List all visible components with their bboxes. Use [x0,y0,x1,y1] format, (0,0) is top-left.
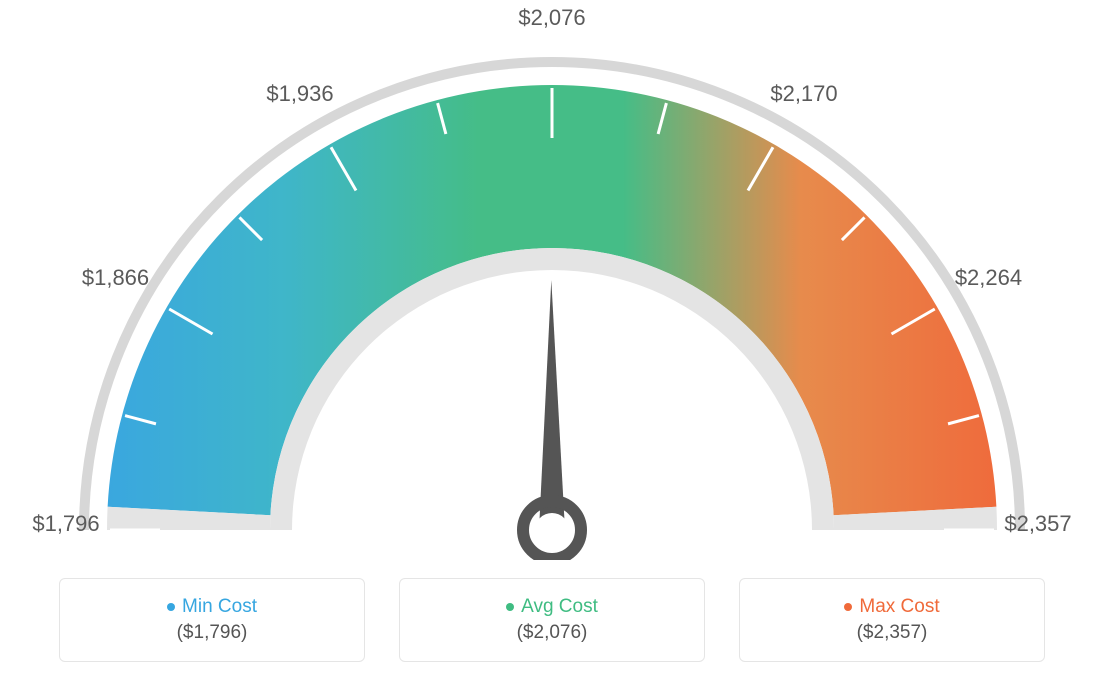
legend-title-avg-text: Avg Cost [521,596,598,618]
legend-title-min: Min Cost [167,596,257,618]
gauge-tick-label: $2,357 [1004,511,1071,537]
gauge-tick-label: $1,796 [32,511,99,537]
gauge-tick-label: $1,866 [82,265,149,291]
avg-dot-icon [506,603,514,611]
gauge-tick-label: $2,076 [518,5,585,31]
cost-gauge-chart: $1,796 $1,866 $1,936 $2,076 $2,170 $2,264 $2,3… [0,0,1104,560]
legend-row: Min Cost ($1,796) Avg Cost ($2,076) Max … [0,578,1104,662]
legend-value-max: ($2,357) [857,622,928,644]
gauge-svg [0,0,1104,560]
gauge-tick-label: $1,936 [266,81,333,107]
legend-title-min-text: Min Cost [182,596,257,618]
min-dot-icon [167,603,175,611]
max-dot-icon [844,603,852,611]
legend-title-max-text: Max Cost [859,596,939,618]
legend-title-avg: Avg Cost [506,596,598,618]
legend-card-avg: Avg Cost ($2,076) [399,578,705,662]
legend-card-max: Max Cost ($2,357) [739,578,1045,662]
gauge-tick-label: $2,170 [770,81,837,107]
legend-value-avg: ($2,076) [517,622,588,644]
legend-title-max: Max Cost [844,596,939,618]
legend-card-min: Min Cost ($1,796) [59,578,365,662]
gauge-tick-label: $2,264 [955,265,1022,291]
legend-value-min: ($1,796) [177,622,248,644]
